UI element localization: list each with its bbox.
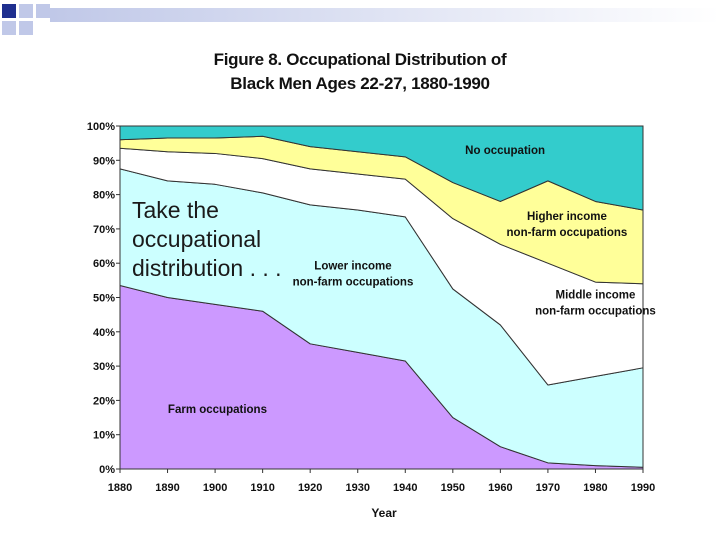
labels-layer: Farm occupations Lower income non-farm occ… [168, 145, 656, 416]
x-axis-title: Year [371, 506, 397, 520]
y-tick-label: 30% [93, 361, 115, 373]
deco-square [2, 21, 16, 35]
decorative-gradient-bar [50, 8, 720, 22]
chart-title: Figure 8. Occupational Distribution of B… [120, 48, 600, 96]
x-tick-label: 1880 [108, 482, 132, 494]
deco-square [19, 21, 33, 35]
x-tick-label: 1960 [488, 482, 512, 494]
deco-square [36, 4, 50, 18]
y-tick-label: 50% [93, 293, 115, 305]
deco-square [2, 4, 16, 18]
x-tick-label: 1900 [203, 482, 227, 494]
y-tick-label: 40% [93, 327, 115, 339]
x-tick-label: 1920 [298, 482, 322, 494]
y-tick-label: 90% [93, 155, 115, 167]
y-tick-label: 20% [93, 395, 115, 407]
decorative-squares [2, 4, 50, 35]
area-label-middle-income-non-farm-occupations: Middle income non-farm occupations [535, 290, 656, 318]
x-tick-label: 1940 [393, 482, 417, 494]
area-label-no-occupation: No occupation [465, 145, 545, 157]
deco-square [19, 4, 33, 18]
x-tick-label: 1970 [536, 482, 560, 494]
y-tick-label: 0% [99, 464, 115, 476]
x-tick-label: 1990 [631, 482, 655, 494]
frame-layer: 0% 10% 20% 30% 40% 50% 60% 70% 80% 90% 100% 1880 189… [87, 121, 655, 494]
area-label-higher-income-non-farm-occupations: Higher income non-farm occupations [507, 211, 628, 239]
y-tick-label: 60% [93, 258, 115, 270]
area-label-farm-occupations: Farm occupations [168, 404, 267, 416]
areas-layer [119, 125, 644, 470]
x-tick-label: 1950 [441, 482, 465, 494]
chart-title-line-1: Figure 8. Occupational Distribution of [213, 50, 507, 69]
chart-title-line-2: Black Men Ages 22-27, 1880-1990 [230, 74, 490, 93]
y-tick-label: 10% [93, 430, 115, 442]
x-tick-label: 1910 [250, 482, 274, 494]
x-tick-label: 1980 [583, 482, 607, 494]
y-tick-label: 80% [93, 190, 115, 202]
overlay-caption: Take the occupational distribution . . . [132, 197, 282, 281]
x-tick-label: 1930 [345, 482, 369, 494]
y-tick-label: 100% [87, 121, 115, 133]
area-label-lower-income-non-farm-occupations: Lower income non-farm occupations [293, 260, 414, 288]
y-tick-label: 70% [93, 224, 115, 236]
x-tick-label: 1890 [155, 482, 179, 494]
